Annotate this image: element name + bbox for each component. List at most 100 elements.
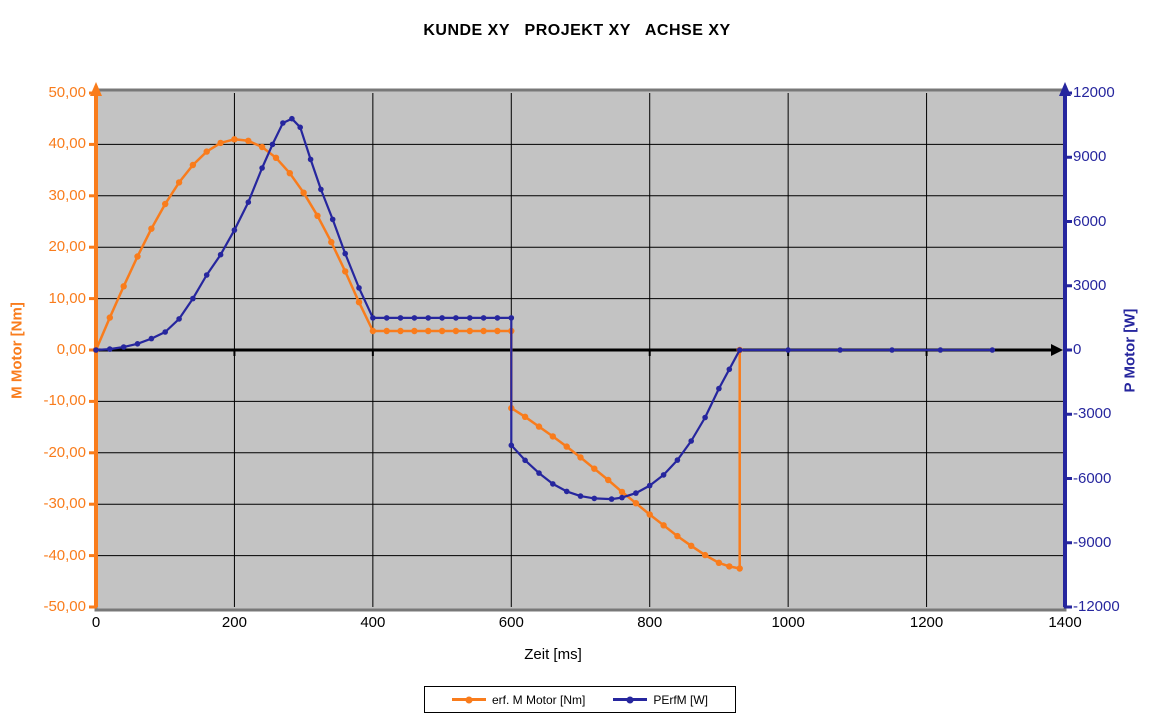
series-marker-power xyxy=(522,457,528,464)
series-marker-power xyxy=(425,315,432,321)
series-marker-power xyxy=(176,316,182,322)
series-marker-power xyxy=(989,347,996,353)
x-tick-label: 200 xyxy=(221,614,247,631)
series-marker-torque xyxy=(452,327,460,335)
series-marker-power xyxy=(134,341,141,347)
series-marker-power xyxy=(889,347,895,353)
series-marker-power xyxy=(148,335,155,342)
series-marker-torque xyxy=(106,314,114,321)
series-marker-torque xyxy=(425,327,432,335)
series-marker-torque xyxy=(688,542,695,549)
series-marker-torque xyxy=(466,327,473,335)
legend-marker-power xyxy=(626,696,634,703)
series-marker-power xyxy=(577,493,584,499)
series-marker-torque xyxy=(494,327,501,335)
series-marker-power xyxy=(307,156,314,163)
y-left-tick-label: -10,00 xyxy=(43,392,86,410)
series-marker-power xyxy=(162,329,168,335)
series-marker-torque xyxy=(736,565,743,572)
series-marker-torque xyxy=(521,413,529,420)
series-marker-torque xyxy=(162,200,169,208)
series-marker-power xyxy=(550,481,556,487)
series-marker-power xyxy=(297,124,304,131)
legend-line-sample-torque xyxy=(451,696,486,703)
series-marker-torque xyxy=(701,551,709,559)
y-left-tick-label: 20,00 xyxy=(48,238,86,256)
y-left-tick-label: -30,00 xyxy=(43,495,86,513)
series-marker-torque xyxy=(577,454,584,461)
series-marker-power xyxy=(508,442,515,449)
series-marker-power xyxy=(190,295,196,302)
y-left-tick-label: -40,00 xyxy=(43,546,86,564)
series-marker-torque xyxy=(203,148,210,155)
series-marker-torque xyxy=(258,143,266,151)
series-marker-power xyxy=(318,186,324,193)
series-marker-power xyxy=(674,457,681,463)
x-tick-label: 1400 xyxy=(1048,614,1082,631)
series-marker-power xyxy=(245,199,252,205)
series-marker-power xyxy=(467,315,473,321)
series-marker-power xyxy=(107,346,113,352)
y-right-tick-label: 0 xyxy=(1073,341,1082,358)
series-marker-power xyxy=(688,438,694,444)
series-marker-power xyxy=(563,488,570,495)
legend-entry-torque: erf. M Motor [Nm] xyxy=(451,692,586,707)
series-marker-power xyxy=(259,165,265,171)
y-right-tick-label: -9000 xyxy=(1073,533,1112,551)
y-left-tick-label: -20,00 xyxy=(43,443,86,461)
series-marker-power xyxy=(231,227,238,233)
y-left-tick-label: -50,00 xyxy=(43,598,86,615)
series-marker-torque xyxy=(245,137,252,144)
series-marker-torque xyxy=(300,189,307,196)
series-marker-power xyxy=(508,315,515,321)
y-left-tick-label: 40,00 xyxy=(48,135,86,153)
series-marker-power xyxy=(329,216,336,223)
x-tick-label: 1200 xyxy=(909,614,944,631)
series-marker-torque xyxy=(535,423,543,430)
series-marker-torque xyxy=(411,327,418,335)
series-marker-torque xyxy=(272,154,280,161)
series-marker-power xyxy=(494,315,501,321)
legend-label-power: PErfM [W] xyxy=(653,692,708,707)
legend-box: erf. M Motor [Nm] PErfM [W] xyxy=(424,686,736,713)
legend-entry-power: PErfM [W] xyxy=(613,693,708,707)
series-marker-power xyxy=(736,347,743,353)
series-marker-power xyxy=(702,414,708,421)
series-marker-torque xyxy=(549,433,556,440)
series-marker-power xyxy=(269,141,276,148)
series-line-power xyxy=(95,117,993,501)
series-marker-power xyxy=(716,385,722,392)
y-right-tick-label: 3000 xyxy=(1073,276,1107,294)
series-marker-power xyxy=(280,120,286,126)
x-tick-label: 600 xyxy=(498,614,524,631)
series-marker-torque xyxy=(480,327,487,335)
y-left-tick-label: 0,00 xyxy=(56,341,86,358)
x-tick-label: 1000 xyxy=(771,614,805,631)
y-right-tick-label: -12000 xyxy=(1073,598,1120,615)
series-marker-torque xyxy=(134,253,141,260)
zero-axis-arrow xyxy=(1051,344,1063,356)
series-marker-torque xyxy=(369,327,377,335)
series-marker-power xyxy=(397,315,404,321)
series-marker-power xyxy=(726,366,733,373)
y-left-tick-label: 50,00 xyxy=(48,84,86,101)
series-marker-torque xyxy=(397,327,404,335)
series-marker-torque xyxy=(383,327,390,335)
series-marker-torque xyxy=(286,170,293,177)
series-marker-power xyxy=(370,315,376,321)
legend-label-torque: erf. M Motor [Nm] xyxy=(491,692,586,707)
series-marker-torque xyxy=(646,511,653,518)
y-left-tick-label: 10,00 xyxy=(48,289,86,307)
x-tick-label: 400 xyxy=(360,614,386,631)
series-marker-power xyxy=(633,490,639,496)
series-marker-power xyxy=(217,251,224,258)
series-marker-torque xyxy=(355,299,363,306)
series-marker-torque xyxy=(175,179,183,186)
series-marker-torque xyxy=(189,161,197,169)
series-marker-power xyxy=(453,315,459,321)
y-right-tick-label: 6000 xyxy=(1073,212,1107,230)
series-marker-torque xyxy=(632,500,640,507)
series-marker-power xyxy=(356,285,362,291)
series-marker-power xyxy=(608,496,615,502)
series-marker-power xyxy=(383,315,390,321)
